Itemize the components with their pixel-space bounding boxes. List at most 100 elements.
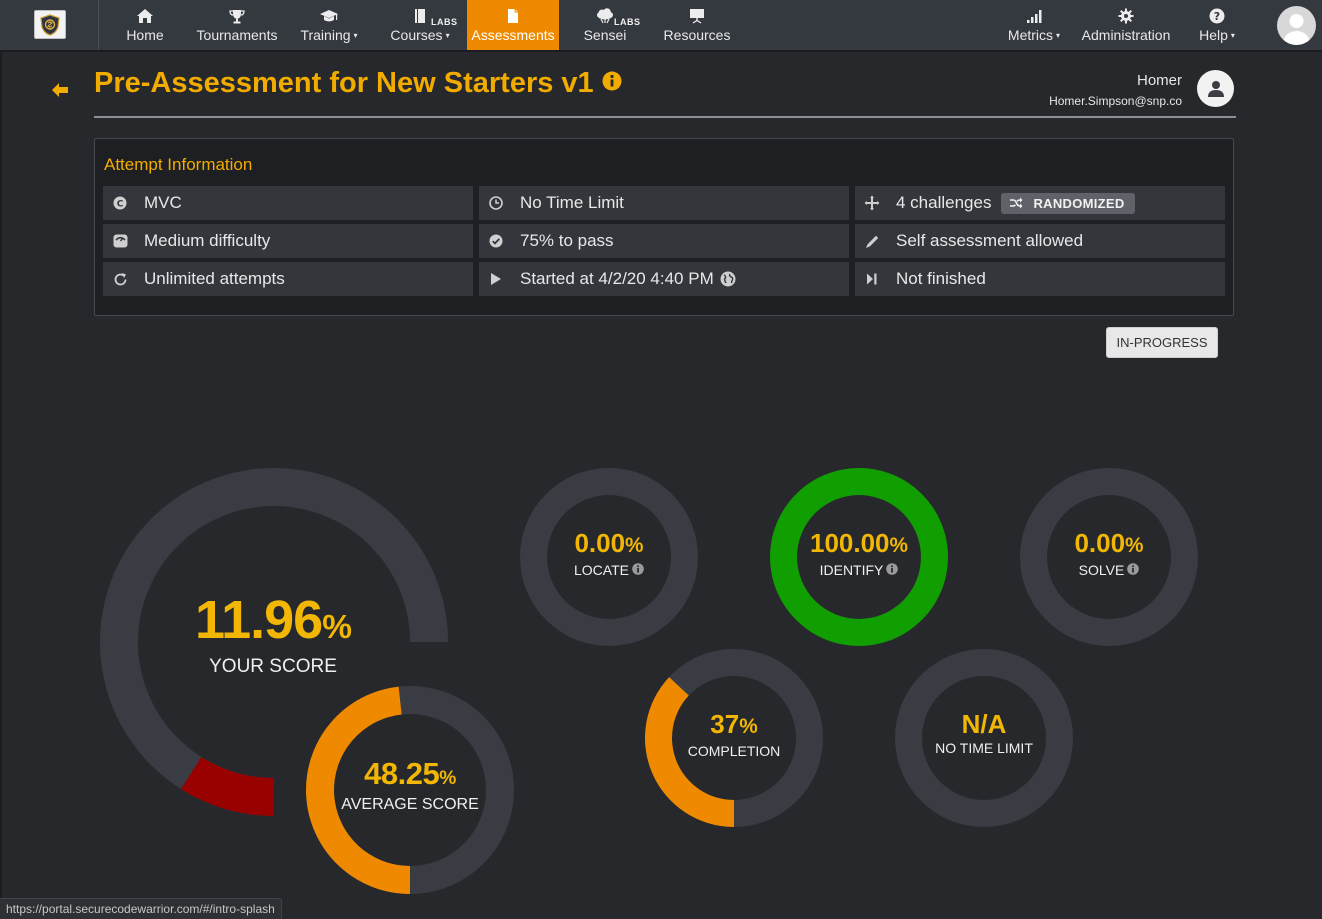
solve-value: 0.00 (1074, 528, 1126, 558)
time-track (895, 649, 1073, 827)
completion-value: 37 (710, 709, 740, 739)
nav-separator (98, 0, 99, 50)
app-logo[interactable] (34, 10, 66, 39)
user-icon (1207, 80, 1224, 97)
nav-resources[interactable]: Resources (664, 0, 730, 50)
nav-label: Tournaments (196, 27, 278, 43)
your-score-fill (181, 756, 274, 816)
nav-tournaments[interactable]: Tournaments (196, 0, 278, 50)
locate-unit: % (625, 534, 644, 557)
attempt-info-title: Attempt Information (104, 155, 253, 174)
locate-value: 0.00 (574, 528, 626, 558)
globe-icon[interactable] (720, 271, 736, 287)
nav-label: Assessments (471, 27, 555, 43)
arrow-left-icon (52, 83, 68, 97)
locate-track (520, 468, 698, 646)
identify-label: IDENTIFY (819, 562, 884, 578)
nav-metrics[interactable]: Metrics ▾ (1006, 0, 1062, 50)
info-icon[interactable] (1127, 562, 1140, 578)
nav-label: Resources (663, 27, 731, 43)
window-left-edge (0, 0, 2, 919)
info-icon[interactable] (602, 66, 622, 99)
nav-sensei[interactable]: Sensei (582, 0, 628, 50)
nav-label: Help (1199, 27, 1228, 43)
your-score-value: 11.96 (195, 590, 323, 650)
average-score-gauge: 48.25% AVERAGE SCORE (330, 756, 490, 814)
pencil-icon (864, 233, 880, 249)
attempt-started-text: Started at 4/2/20 4:40 PM (520, 269, 714, 288)
svg-text:?: ? (1214, 10, 1220, 23)
identify-gauge: 100.00% IDENTIFY (794, 527, 924, 578)
top-navbar: Home Tournaments Training ▾ Courses ▾ LABS… (0, 0, 1322, 52)
question-icon: ? (1209, 8, 1225, 24)
info-icon[interactable] (632, 562, 644, 578)
nav-label: Courses (390, 27, 443, 43)
bar-chart-icon (1026, 8, 1042, 24)
user-name: Homer (1136, 72, 1182, 89)
user-avatar[interactable] (1197, 70, 1234, 107)
identify-unit: % (889, 534, 909, 557)
attempt-started: Started at 4/2/20 4:40 PM (479, 262, 849, 296)
attempt-challenges: 4 challenges RANDOMIZED (855, 186, 1225, 220)
locate-gauge: 0.00% LOCATE (544, 527, 674, 578)
browser-status-url: https://portal.securecodewarrior.com/#/i… (0, 898, 282, 919)
nav-courses[interactable]: Courses ▾ (388, 0, 452, 50)
svg-text:C: C (117, 200, 124, 210)
attempt-pass-mark: 75% to pass (479, 224, 849, 258)
time-label: NO TIME LIMIT (935, 740, 1033, 756)
step-forward-icon (864, 271, 880, 287)
user-silhouette-icon (1283, 14, 1310, 45)
home-icon (136, 8, 154, 24)
attempt-info-panel: Attempt Information C MVC No Time Limit … (94, 138, 1234, 316)
randomized-badge: RANDOMIZED (1001, 192, 1135, 214)
attempt-time-limit: No Time Limit (479, 186, 849, 220)
attempt-finished-text: Not finished (896, 269, 986, 288)
nav-assessments[interactable]: Assessments (467, 0, 559, 50)
time-value: N/A (961, 709, 1007, 739)
attempt-language: C MVC (103, 186, 473, 220)
gear-icon (1118, 8, 1134, 24)
nav-home[interactable]: Home (120, 0, 170, 50)
your-score-unit: % (322, 609, 352, 646)
crosshair-icon (864, 195, 880, 211)
average-score-label: AVERAGE SCORE (341, 796, 479, 813)
your-score-label: YOUR SCORE (209, 656, 337, 677)
completion-label: COMPLETION (687, 743, 781, 759)
identify-fill (770, 468, 948, 646)
trophy-icon (229, 8, 245, 24)
back-button[interactable] (51, 82, 69, 103)
completion-fill (644, 677, 734, 827)
user-email: Homer.Simpson@snp.co (1049, 94, 1182, 108)
attempt-self-assessment: Self assessment allowed (855, 224, 1225, 258)
check-circle-icon (488, 233, 504, 249)
identify-value: 100.00 (809, 528, 890, 558)
info-icon[interactable] (886, 562, 899, 578)
caret-down-icon: ▾ (1056, 31, 1061, 40)
attempt-challenges-text: 4 challenges (896, 193, 992, 212)
nav-label: Metrics (1007, 27, 1054, 43)
book-icon (413, 8, 427, 24)
solve-unit: % (1125, 534, 1144, 557)
locate-label: LOCATE (574, 562, 629, 578)
attempt-time-limit-text: No Time Limit (520, 193, 624, 212)
language-icon: C (112, 195, 128, 211)
user-avatar-menu[interactable] (1277, 6, 1316, 45)
status-in-progress-button[interactable]: IN-PROGRESS (1106, 327, 1218, 358)
attempt-attempts: Unlimited attempts (103, 262, 473, 296)
difficulty-icon (112, 233, 128, 249)
shuffle-icon (1010, 197, 1023, 209)
attempt-attempts-text: Unlimited attempts (144, 269, 285, 288)
courses-labs-tag: LABS (431, 17, 458, 27)
solve-label: SOLVE (1078, 562, 1125, 578)
caret-down-icon: ▾ (353, 31, 358, 40)
shield-logo-icon (40, 13, 60, 36)
nav-label: Home (126, 27, 164, 43)
attempt-finished: Not finished (855, 262, 1225, 296)
nav-training[interactable]: Training ▾ (298, 0, 360, 50)
refresh-icon (112, 271, 128, 287)
nav-administration[interactable]: Administration (1082, 0, 1170, 50)
your-score-gauge: 11.96% YOUR SCORE (153, 589, 393, 678)
nav-help[interactable]: ? Help ▾ (1196, 0, 1238, 50)
clock-icon (488, 195, 504, 211)
